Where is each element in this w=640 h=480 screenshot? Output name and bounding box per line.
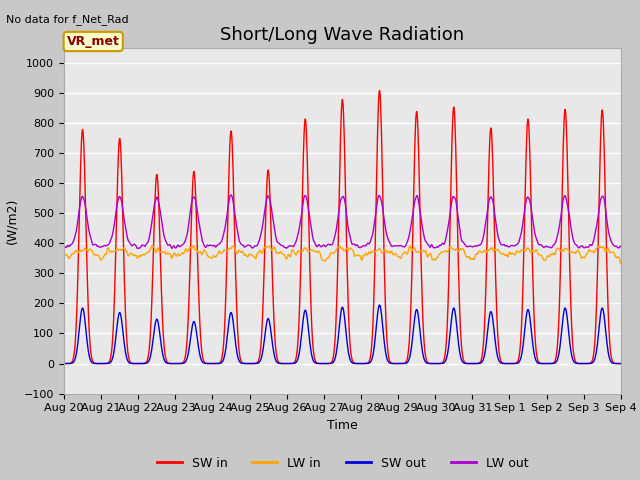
Title: Short/Long Wave Radiation: Short/Long Wave Radiation: [220, 25, 465, 44]
SW out: [589, 360, 596, 366]
SW in: [376, 87, 383, 93]
SW in: [153, 172, 161, 178]
SW out: [376, 302, 383, 308]
LW out: [589, 241, 596, 247]
Text: No data for f_Net_Rad: No data for f_Net_Rad: [6, 14, 129, 25]
LW in: [60, 253, 68, 259]
SW in: [346, 337, 353, 343]
Line: SW out: SW out: [64, 305, 640, 363]
LW in: [148, 243, 156, 249]
SW out: [346, 356, 353, 361]
Line: SW in: SW in: [64, 90, 640, 363]
LW out: [346, 234, 354, 240]
Legend: SW in, LW in, SW out, LW out: SW in, LW in, SW out, LW out: [152, 452, 533, 475]
Line: LW in: LW in: [64, 246, 640, 264]
Text: VR_met: VR_met: [67, 35, 120, 48]
LW in: [346, 245, 353, 251]
LW in: [588, 248, 596, 254]
Line: LW out: LW out: [64, 195, 640, 248]
SW in: [172, 360, 179, 366]
SW out: [502, 360, 509, 366]
X-axis label: Time: Time: [327, 419, 358, 432]
LW in: [154, 246, 161, 252]
LW out: [134, 245, 141, 251]
LW out: [60, 243, 68, 249]
LW out: [335, 208, 343, 214]
LW in: [335, 244, 342, 250]
LW in: [501, 252, 509, 258]
LW out: [227, 192, 235, 198]
LW out: [502, 243, 509, 249]
SW out: [60, 360, 68, 366]
LW out: [154, 194, 161, 200]
SW in: [60, 360, 68, 366]
SW in: [335, 225, 342, 231]
Y-axis label: (W/m2): (W/m2): [5, 198, 19, 244]
SW in: [589, 357, 596, 362]
SW in: [502, 360, 509, 366]
SW out: [153, 316, 161, 322]
LW in: [617, 261, 625, 266]
SW out: [172, 360, 179, 366]
SW out: [335, 332, 342, 337]
